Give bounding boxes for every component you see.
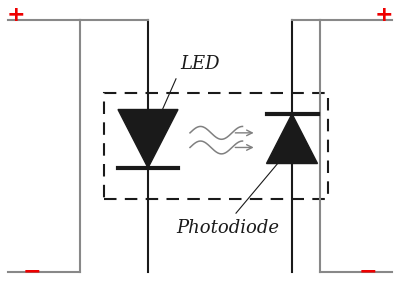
Bar	[104, 93, 328, 199]
Text: LED: LED	[180, 55, 220, 73]
Text: +: +	[375, 5, 393, 25]
Text: Photodiode: Photodiode	[176, 219, 280, 237]
Text: +: +	[7, 5, 25, 25]
Text: −: −	[23, 262, 41, 281]
Text: −: −	[359, 262, 377, 281]
Polygon shape	[266, 114, 318, 164]
Polygon shape	[118, 110, 178, 168]
